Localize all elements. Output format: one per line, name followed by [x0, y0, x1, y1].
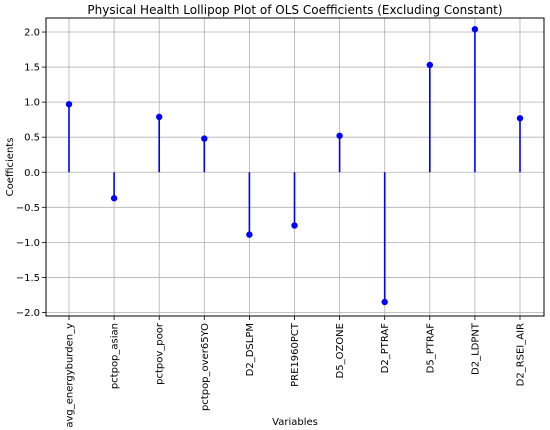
y-tick-label: 1.0 [24, 98, 40, 109]
x-tick-label: D2_RSEI_AIR [516, 323, 527, 386]
y-tick-label: 0.5 [24, 133, 40, 144]
plot-frame [45, 17, 545, 317]
lollipop-marker [381, 298, 388, 306]
y-axis-label: Coefficients [5, 138, 16, 197]
y-tick-label: −2.0 [16, 308, 40, 319]
y-tick-label: 1.5 [24, 63, 40, 74]
x-axis-label: Variables [272, 417, 318, 428]
y-axis-ticks: −2.0 −1.5 −1.0 −0.5 0.0 0.5 1.0 1.5 2.0 [16, 28, 46, 319]
lollipop-markers [65, 26, 524, 306]
lollipop-stems [68, 29, 521, 302]
x-tick-label: D5_PTRAF [425, 323, 436, 374]
x-tick-label: pctpop_over65YO [200, 323, 211, 411]
lollipop-marker [291, 222, 298, 229]
lollipop-marker [516, 115, 524, 122]
y-tick-label: −1.5 [16, 273, 40, 284]
x-tick-label: D2_DSLPM [245, 323, 256, 376]
x-tick-label: PRE1960PCT [290, 322, 301, 387]
y-tick-label: −1.0 [16, 238, 40, 249]
lollipop-marker [246, 231, 253, 238]
x-tick-label: D2_PTRAF [380, 323, 391, 374]
y-tick-label: 0.0 [24, 168, 40, 179]
y-tick-label: 2.0 [24, 28, 40, 39]
lollipop-marker [65, 101, 73, 108]
x-tick-label: D5_OZONE [335, 323, 346, 378]
grid [46, 18, 544, 316]
x-axis-ticks: avg_energyburden_y pctpop_asian pctpov_poo… [65, 316, 527, 428]
lollipop-marker [201, 135, 208, 142]
y-tick-label: −0.5 [16, 203, 40, 214]
x-tick-label: avg_energyburden_y [65, 323, 76, 428]
lollipop-marker [426, 61, 433, 69]
x-tick-label: pctpov_poor [155, 322, 166, 385]
lollipop-marker [336, 132, 343, 139]
lollipop-marker [471, 26, 479, 33]
x-tick-label: pctpop_asian [110, 323, 121, 389]
lollipop-marker [110, 195, 118, 202]
lollipop-marker [156, 113, 163, 121]
x-tick-label: D2_LDPNT [470, 322, 481, 375]
chart-title: Physical Health Lollipop Plot of OLS Coe… [87, 3, 502, 17]
